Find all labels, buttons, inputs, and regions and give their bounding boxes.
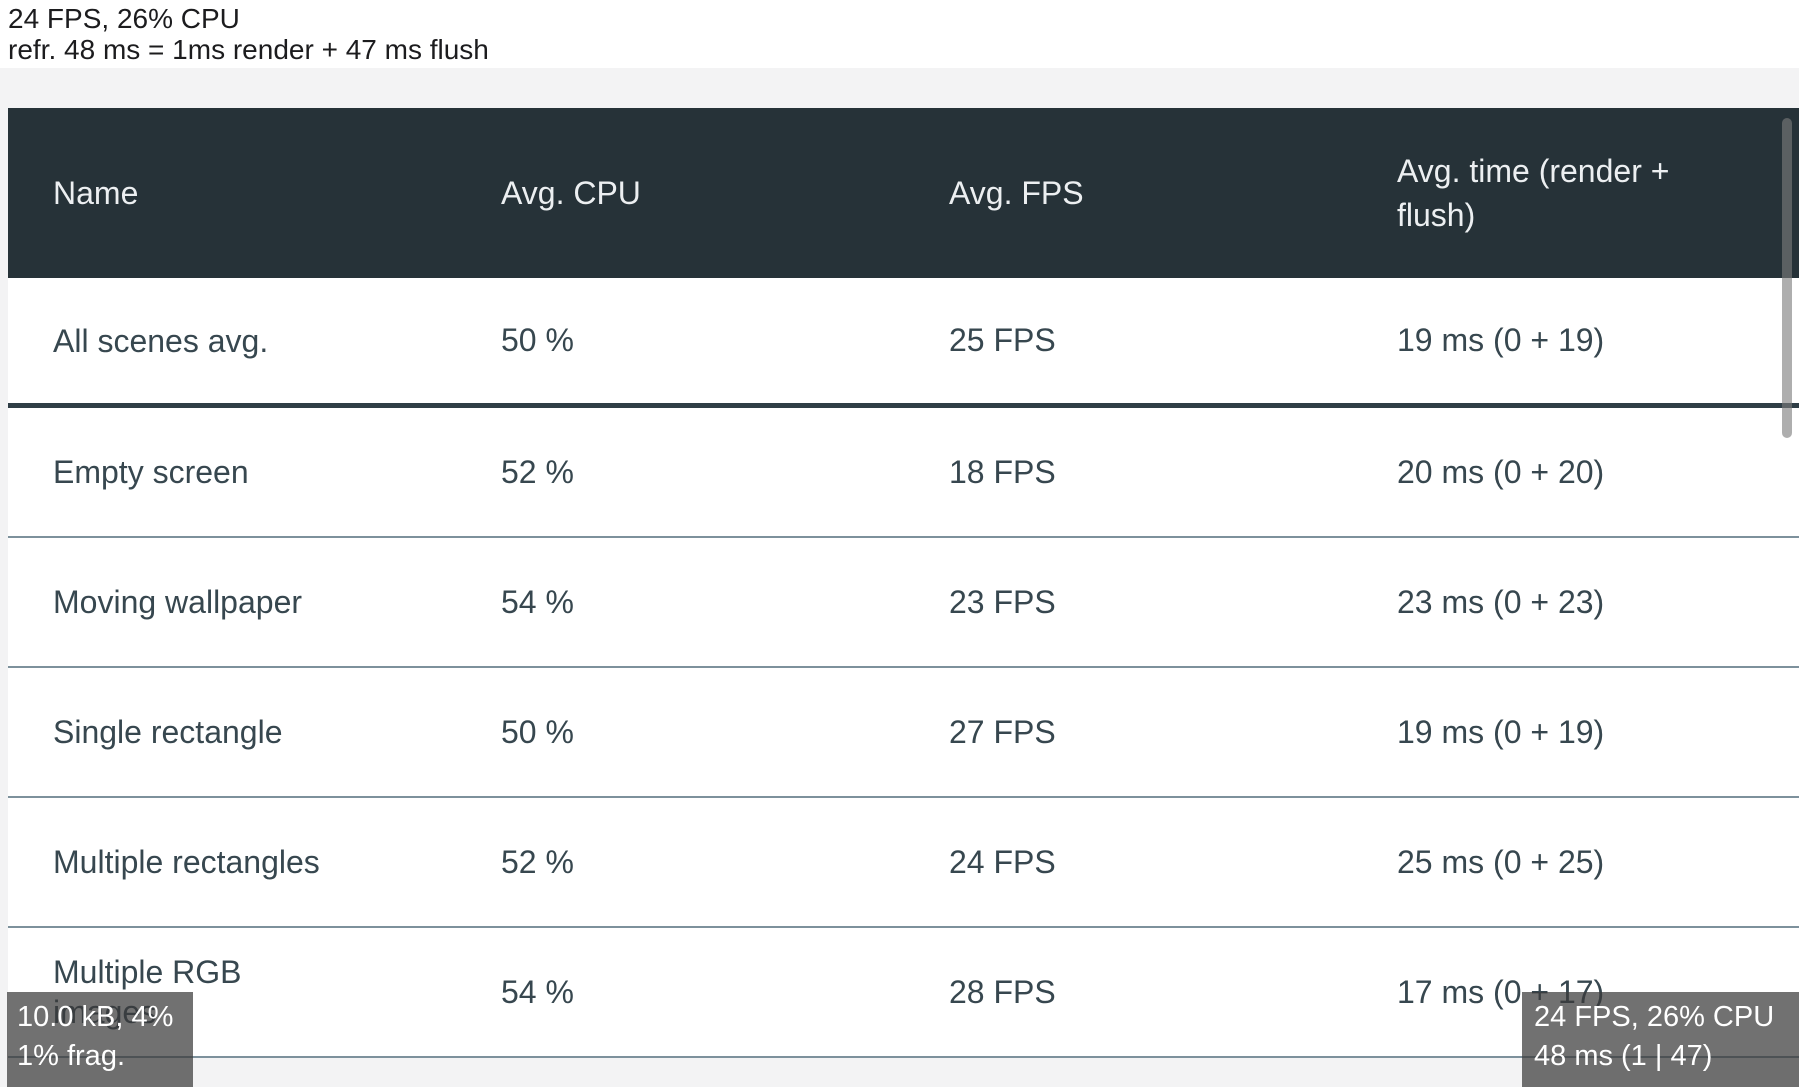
column-header-name: Name [53,175,139,211]
cell-avg-cpu: 52 % [501,843,574,880]
table-row: Moving wallpaper 54 % 23 FPS 23 ms (0 + … [8,538,1799,668]
fps-counter-overlay: 24 FPS, 26% CPU 48 ms (1 | 47) [1522,992,1799,1087]
cell-avg-cpu: 52 % [501,453,574,490]
cell-avg-cpu: 50 % [501,713,574,750]
table-row: Multiple RGB images 54 % 28 FPS 17 ms (0… [8,928,1799,1058]
cell-scene-name: All scenes avg. [53,322,269,359]
cell-avg-fps: 18 FPS [949,453,1056,490]
table-row: Empty screen 52 % 18 FPS 20 ms (0 + 20) [8,408,1799,538]
cell-avg-fps: 27 FPS [949,713,1056,750]
table-row: Single rectangle 50 % 27 FPS 19 ms (0 + … [8,668,1799,798]
fps-counter-line1: 24 FPS, 26% CPU [1534,1001,1775,1033]
memory-usage-overlay: 10.0 kB, 4% 1% frag. [7,992,193,1087]
cell-avg-fps: 28 FPS [949,973,1056,1010]
perf-status-text: 24 FPS, 26% CPU refr. 48 ms = 1ms render… [0,0,1799,68]
scrollbar-thumb[interactable] [1782,118,1792,438]
perf-status-line1: 24 FPS, 26% CPU [8,3,240,34]
cell-avg-time: 20 ms (0 + 20) [1397,453,1605,490]
cell-avg-cpu: 50 % [501,322,574,358]
cell-avg-time: 19 ms (0 + 19) [1397,713,1605,750]
perf-status-line2: refr. 48 ms = 1ms render + 47 ms flush [8,34,489,65]
cell-avg-time: 23 ms (0 + 23) [1397,583,1605,620]
cell-avg-time: 19 ms (0 + 19) [1397,322,1605,358]
column-header-avg-cpu: Avg. CPU [501,175,641,211]
table-body: All scenes avg. 50 % 25 FPS 19 ms (0 + 1… [8,278,1799,1058]
table-header: Name Avg. CPU Avg. FPS Avg. time (render… [8,108,1799,278]
memory-usage-line2: 1% frag. [17,1040,125,1072]
benchmark-table: Name Avg. CPU Avg. FPS Avg. time (render… [8,108,1799,1058]
column-header-avg-time: Avg. time (render + flush) [1397,153,1670,233]
cell-avg-time: 25 ms (0 + 25) [1397,843,1605,880]
table-row: Multiple rectangles 52 % 24 FPS 25 ms (0… [8,798,1799,928]
cell-scene-name: Multiple rectangles [53,844,320,880]
cell-avg-fps: 24 FPS [949,843,1056,880]
memory-usage-line1: 10.0 kB, 4% [17,1001,174,1033]
cell-scene-name: Moving wallpaper [53,584,303,620]
cell-scene-name: Single rectangle [53,714,283,750]
fps-counter-line2: 48 ms (1 | 47) [1534,1040,1713,1072]
cell-avg-cpu: 54 % [501,583,574,620]
cell-avg-cpu: 54 % [501,973,574,1010]
table-row: All scenes avg. 50 % 25 FPS 19 ms (0 + 1… [8,278,1799,408]
cell-avg-fps: 25 FPS [949,322,1056,358]
cell-avg-fps: 23 FPS [949,583,1056,620]
column-header-avg-fps: Avg. FPS [949,175,1084,211]
cell-scene-name: Empty screen [53,454,249,490]
